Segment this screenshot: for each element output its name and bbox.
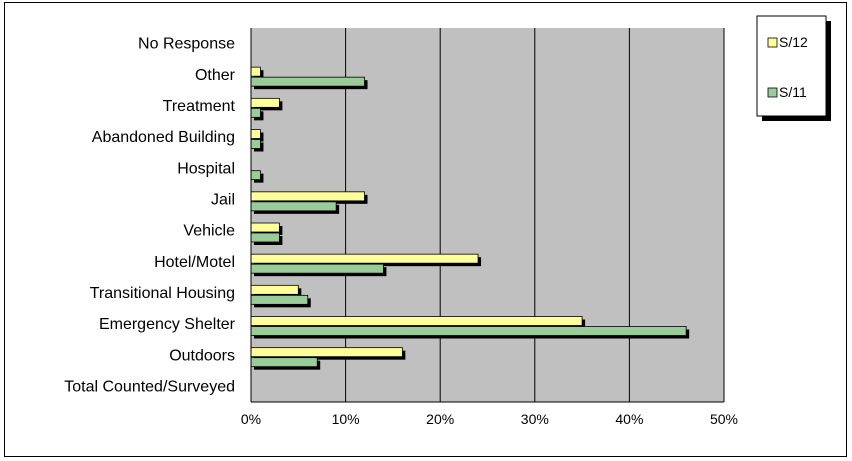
bar-S11: [250, 170, 261, 181]
legend: S/12 S/11: [756, 15, 831, 121]
bar-S11: [250, 326, 687, 336]
x-tick-label: 20%: [426, 411, 454, 427]
legend-label: S/11: [779, 84, 807, 100]
bar-S12: [250, 129, 261, 139]
x-tick-label: 40%: [615, 411, 643, 427]
x-tick-labels: 0% 10% 20% 30% 40% 50%: [241, 411, 738, 427]
legend-swatch: [767, 87, 778, 98]
x-tick-label: 0%: [241, 411, 261, 427]
bar-S11: [250, 294, 309, 305]
x-tick-label: 30%: [521, 411, 549, 427]
bar-S12: [250, 284, 299, 295]
category-label: Hospital: [177, 160, 235, 177]
category-label: Emergency Shelter: [99, 316, 236, 333]
category-label: Vehicle: [183, 223, 235, 240]
bar-S11: [250, 107, 261, 118]
gridlines: [345, 28, 725, 402]
category-label: Transitional Housing: [90, 285, 235, 302]
x-tick-label: 10%: [332, 411, 360, 427]
bar-S12: [250, 191, 365, 202]
category-label: Abandoned Building: [92, 129, 235, 146]
bar-S12: [250, 222, 280, 233]
legend-box: [756, 15, 827, 117]
bar-S12: [250, 253, 479, 264]
legend-label: S/12: [779, 34, 808, 50]
bar-S11: [250, 139, 261, 149]
bar-S11: [250, 263, 384, 274]
x-tick-label: 50%: [710, 411, 738, 427]
bar-S12: [250, 97, 280, 108]
bar-S11: [250, 76, 365, 87]
category-labels: No Response Other Treatment Abandoned Build…: [64, 36, 235, 396]
bars: [250, 66, 690, 370]
bar-S12: [250, 316, 583, 326]
bar-S11: [250, 232, 280, 243]
category-label: No Response: [138, 36, 235, 53]
plot-area: [251, 28, 724, 402]
category-label: Outdoors: [169, 347, 235, 364]
bar-S12: [250, 66, 261, 77]
category-label: Total Counted/Surveyed: [64, 378, 235, 395]
category-label: Jail: [211, 191, 235, 208]
category-label: Treatment: [163, 98, 236, 115]
bar-S11: [250, 357, 318, 368]
category-label: Hotel/Motel: [154, 254, 235, 271]
bar-S12: [250, 347, 403, 358]
legend-swatch: [767, 37, 778, 48]
category-label: Other: [195, 67, 236, 84]
bar-S11: [250, 201, 337, 212]
